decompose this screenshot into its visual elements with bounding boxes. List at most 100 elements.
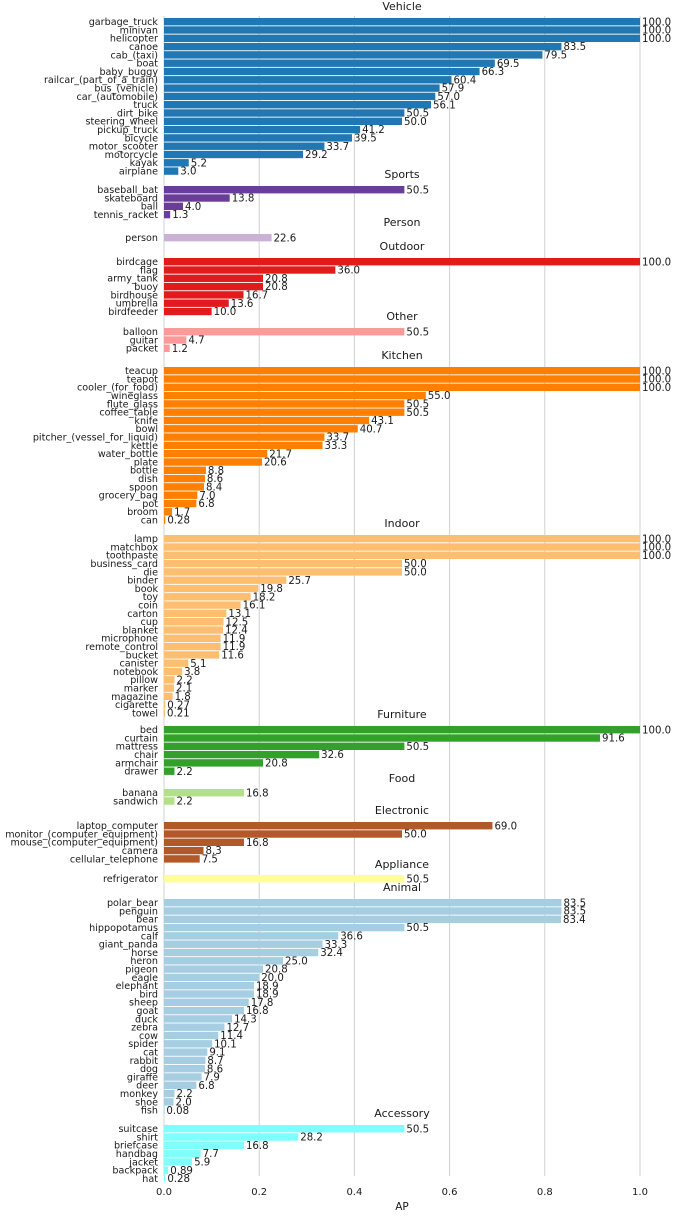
value-label: 33.7 <box>326 433 349 444</box>
bar <box>164 67 480 76</box>
bar <box>164 299 229 307</box>
bar <box>164 618 224 626</box>
category-label: helicopter <box>110 34 158 45</box>
value-label: 40.7 <box>360 424 383 435</box>
value-label: 12.5 <box>226 617 249 628</box>
bar <box>164 117 402 125</box>
category-label: remote_control <box>85 642 158 653</box>
category-label: chair <box>134 750 158 761</box>
bar <box>164 51 543 59</box>
bar <box>164 142 325 150</box>
category-label: bed <box>140 725 158 736</box>
value-label: 6.8 <box>198 499 214 510</box>
bar <box>164 367 640 375</box>
value-label: 0.89 <box>170 1166 193 1177</box>
category-label: plate <box>134 457 158 468</box>
category-label: army_tank <box>107 274 158 285</box>
category-label: ball <box>141 202 158 213</box>
category-label: kayak <box>130 158 159 169</box>
value-label: 50.0 <box>404 568 427 579</box>
bar <box>164 433 325 441</box>
group-title: Vehicle <box>382 0 422 13</box>
category-label: flute_glass <box>107 399 158 410</box>
category-label: airplane <box>119 167 158 178</box>
value-label: 5.9 <box>194 1158 210 1169</box>
category-label: rabbit <box>130 1056 159 1067</box>
category-label: guitar <box>130 335 158 346</box>
value-label: 69.5 <box>497 59 520 70</box>
value-label: 8.3 <box>206 846 222 857</box>
bar <box>164 626 224 634</box>
value-label: 20.6 <box>264 458 287 469</box>
category-label: deer <box>136 1081 158 1092</box>
bar <box>164 42 562 51</box>
value-label: 0.27 <box>167 700 190 711</box>
value-label: 50.5 <box>406 400 429 411</box>
category-label: lamp <box>134 534 158 545</box>
value-label: 50.0 <box>404 117 427 128</box>
value-label: 20.8 <box>265 282 288 293</box>
value-label: 32.6 <box>321 750 344 761</box>
bar <box>164 1015 233 1023</box>
bar <box>164 709 165 717</box>
value-label: 21.7 <box>269 449 292 460</box>
category-label: monkey <box>120 1089 158 1100</box>
category-label: skateboard <box>104 193 158 204</box>
bar <box>164 940 323 948</box>
bar <box>164 1006 244 1015</box>
value-label: 50.5 <box>406 742 429 753</box>
value-label: 0.28 <box>167 516 190 527</box>
category-label: armchair <box>115 758 158 769</box>
group-title: Furniture <box>377 708 427 721</box>
category-label: pillow <box>130 675 158 686</box>
bar <box>164 1089 175 1098</box>
category-label: fish <box>141 1106 158 1117</box>
bar <box>164 642 221 651</box>
value-label: 18.9 <box>256 990 279 1001</box>
bar <box>164 109 405 117</box>
value-label: 91.6 <box>602 734 625 745</box>
value-label: 16.8 <box>246 1141 269 1152</box>
value-label: 16.1 <box>243 601 266 612</box>
bar <box>164 234 272 242</box>
bar <box>164 508 173 516</box>
category-label: mattress <box>116 742 158 753</box>
bar <box>164 1158 193 1166</box>
bar <box>164 344 170 352</box>
value-label: 2.2 <box>176 1089 192 1100</box>
bar <box>164 258 640 266</box>
category-label: blanket <box>122 625 158 636</box>
bar <box>164 516 166 524</box>
value-label: 50.0 <box>404 830 427 841</box>
bar <box>164 948 319 957</box>
category-label: refrigerator <box>103 874 158 885</box>
bar <box>164 965 264 973</box>
category-label: curtain <box>124 733 158 744</box>
category-label: hippopotamus <box>89 923 158 934</box>
category-label: spider <box>128 1039 158 1050</box>
bar <box>164 336 187 344</box>
value-label: 1.2 <box>172 344 188 355</box>
value-label: 50.5 <box>406 923 429 934</box>
bar <box>164 101 432 109</box>
bar <box>164 767 175 775</box>
category-label: canoe <box>129 42 158 53</box>
bar <box>164 34 640 42</box>
bar <box>164 543 640 551</box>
bar <box>164 450 268 458</box>
bar <box>164 1166 169 1174</box>
bar <box>164 932 339 940</box>
bar <box>164 734 601 742</box>
value-label: 60.4 <box>454 75 477 86</box>
category-label: bottle <box>130 466 158 477</box>
x-tick-label: 0.0 <box>156 1187 172 1198</box>
category-label: eagle <box>132 973 159 984</box>
bar <box>164 441 323 450</box>
category-label: baby_buggy <box>99 67 158 78</box>
category-label: steering_wheel <box>85 117 158 128</box>
value-label: 36.6 <box>340 932 363 943</box>
value-label: 16.8 <box>246 1006 269 1017</box>
bar <box>164 328 405 336</box>
category-label: water_bottle <box>98 449 158 460</box>
category-label: goat <box>136 1006 158 1017</box>
